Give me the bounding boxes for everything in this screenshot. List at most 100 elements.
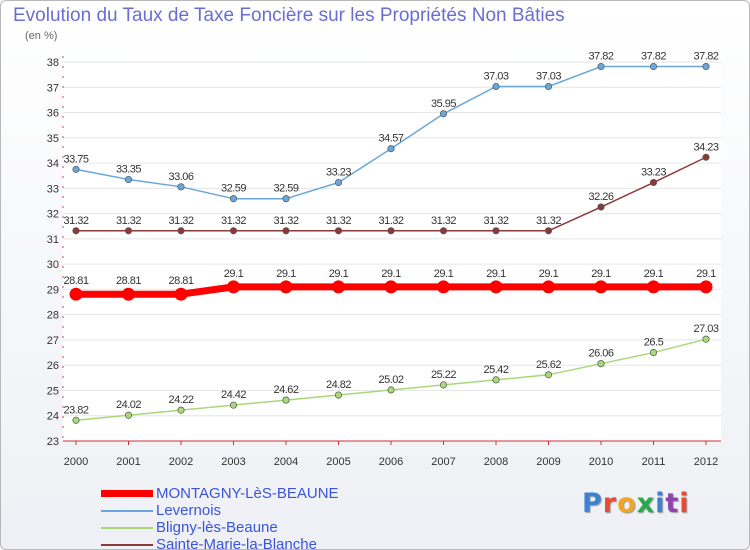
data-point — [177, 227, 185, 235]
data-point — [492, 227, 500, 235]
data-point — [594, 280, 608, 294]
data-label: 34.23 — [693, 141, 718, 153]
proxiti-logo: Proxiti — [582, 488, 690, 519]
data-label: 37.82 — [641, 51, 666, 63]
x-tick-label: 2002 — [169, 456, 193, 468]
data-label: 34.57 — [378, 133, 403, 145]
legend-label: Sainte-Marie-la-Blanche — [156, 536, 317, 550]
data-point — [72, 227, 80, 235]
data-point — [177, 406, 185, 414]
data-point — [544, 82, 553, 91]
data-label: 29.1 — [539, 268, 559, 280]
y-tick-label: 33 — [47, 183, 59, 195]
y-tick-label: 25 — [47, 385, 59, 397]
data-label: 31.32 — [116, 215, 141, 227]
data-label: 32.59 — [221, 183, 246, 195]
legend-swatch — [101, 510, 153, 512]
data-point — [702, 335, 710, 343]
data-point — [279, 280, 293, 294]
data-label: 31.32 — [326, 215, 351, 227]
data-label: 24.42 — [221, 389, 246, 401]
data-point — [492, 82, 500, 91]
data-label: 37.82 — [588, 51, 613, 63]
y-tick-label: 31 — [47, 234, 59, 246]
data-label: 31.32 — [221, 215, 246, 227]
x-tick-label: 2007 — [431, 456, 455, 468]
legend-label: Levernois — [156, 502, 222, 519]
data-label: 24.62 — [273, 384, 298, 396]
legend-swatch — [101, 544, 153, 546]
x-tick-label: 2011 — [642, 456, 666, 468]
data-point — [647, 280, 660, 294]
data-label: 29.1 — [276, 268, 296, 280]
data-point — [649, 62, 658, 71]
data-label: 31.32 — [536, 215, 561, 227]
x-tick-label: 2005 — [326, 456, 350, 468]
data-point — [122, 287, 135, 301]
legend-label: MONTAGNY-LèS-BEAUNE — [156, 485, 339, 502]
data-point — [177, 183, 185, 191]
data-point — [229, 195, 238, 203]
x-tick-label: 2006 — [379, 456, 403, 468]
data-point — [649, 178, 658, 187]
x-tick-label: 2003 — [221, 456, 245, 468]
data-point — [334, 391, 343, 399]
data-point — [597, 62, 605, 71]
data-point — [439, 381, 448, 389]
data-point — [69, 287, 83, 301]
data-label: 28.81 — [63, 275, 88, 287]
data-label: 33.23 — [641, 167, 666, 179]
y-tick-label: 30 — [47, 259, 59, 271]
data-label: 33.23 — [326, 167, 351, 179]
data-label: 37.03 — [536, 71, 561, 83]
y-tick-label: 36 — [47, 108, 59, 120]
data-point — [387, 227, 395, 235]
data-label: 26.06 — [588, 348, 613, 360]
data-point — [597, 203, 605, 211]
data-label: 29.1 — [591, 268, 611, 280]
data-label: 29.1 — [434, 268, 454, 280]
x-tick-label: 2012 — [694, 456, 718, 468]
data-point — [227, 280, 240, 294]
y-tick-label: 23 — [47, 436, 59, 448]
data-point — [282, 227, 290, 235]
data-point — [72, 165, 80, 173]
y-tick-label: 35 — [47, 133, 59, 145]
x-tick-label: 2001 — [116, 456, 140, 468]
data-label: 32.59 — [273, 183, 298, 195]
y-tick-label: 32 — [47, 209, 59, 221]
chart-title: Evolution du Taux de Taxe Foncière sur l… — [13, 5, 565, 26]
data-label: 33.06 — [168, 171, 193, 183]
x-tick-label: 2009 — [536, 456, 560, 468]
y-tick-label: 26 — [47, 360, 59, 372]
data-point — [387, 145, 395, 153]
data-label: 35.95 — [431, 98, 456, 110]
data-label: 33.75 — [63, 153, 88, 165]
y-tick-label: 38 — [47, 57, 59, 69]
y-tick-label: 27 — [47, 335, 59, 347]
data-label: 33.35 — [116, 163, 141, 175]
data-point — [229, 227, 238, 235]
data-label: 29.1 — [644, 268, 664, 280]
data-point — [332, 280, 345, 294]
data-point — [282, 195, 290, 203]
data-label: 24.82 — [326, 379, 351, 391]
x-tick-label: 2004 — [274, 456, 298, 468]
x-tick-label: 2010 — [589, 456, 613, 468]
data-point — [544, 371, 553, 379]
y-tick-label: 37 — [47, 82, 59, 94]
data-point — [282, 396, 290, 404]
data-point — [492, 376, 500, 384]
data-point — [124, 175, 133, 184]
data-point — [597, 360, 605, 368]
data-label: 24.22 — [168, 394, 193, 406]
data-label: 31.32 — [378, 215, 403, 227]
data-point — [334, 178, 343, 187]
data-point — [174, 287, 188, 301]
data-label: 32.26 — [588, 191, 613, 203]
data-point — [699, 280, 713, 294]
data-label: 29.1 — [486, 268, 506, 280]
data-label: 31.32 — [431, 215, 456, 227]
data-label: 24.02 — [116, 399, 141, 411]
